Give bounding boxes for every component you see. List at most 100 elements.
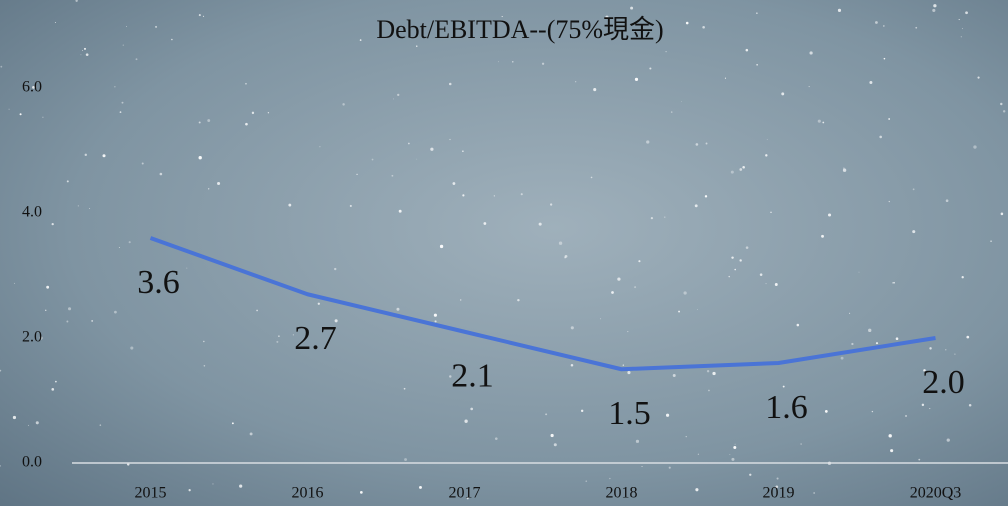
star	[404, 458, 407, 461]
star	[85, 154, 87, 156]
star	[460, 299, 461, 300]
star	[136, 58, 138, 60]
star	[912, 230, 915, 233]
x-tick-label: 2017	[449, 485, 481, 502]
star	[739, 259, 741, 261]
star	[884, 58, 886, 60]
star	[55, 381, 57, 383]
star	[212, 483, 213, 484]
star	[542, 63, 544, 65]
star	[67, 180, 69, 182]
star	[706, 143, 708, 145]
star	[664, 217, 665, 218]
star	[551, 434, 554, 437]
star	[494, 195, 495, 196]
star	[809, 86, 810, 87]
star	[905, 415, 907, 417]
star	[189, 489, 191, 491]
star	[203, 16, 204, 17]
star	[810, 51, 813, 54]
star	[408, 143, 410, 145]
star	[559, 242, 562, 245]
star	[933, 4, 936, 7]
background	[0, 0, 1008, 506]
star	[673, 374, 676, 377]
star	[1001, 213, 1004, 216]
star	[947, 438, 950, 441]
star	[797, 324, 800, 327]
star	[45, 310, 46, 311]
star	[630, 7, 633, 10]
star	[114, 311, 117, 314]
star	[966, 336, 969, 339]
star	[922, 404, 924, 406]
star	[695, 204, 698, 207]
star	[416, 159, 417, 160]
star	[733, 446, 736, 449]
star	[1000, 103, 1002, 105]
star	[119, 247, 120, 248]
star	[495, 437, 498, 440]
star	[419, 486, 422, 489]
star	[9, 109, 10, 110]
data-label: 3.6	[137, 264, 180, 301]
star	[888, 118, 890, 120]
star	[705, 195, 707, 197]
star	[372, 159, 374, 161]
chart-title: Debt/EBITDA--(75%現金)	[376, 15, 663, 44]
star	[80, 54, 81, 55]
star	[100, 424, 102, 426]
star	[890, 449, 893, 452]
star	[783, 386, 785, 388]
star	[929, 347, 931, 349]
star	[872, 411, 873, 412]
star	[416, 46, 417, 47]
star	[42, 117, 43, 118]
star	[731, 458, 734, 461]
star	[814, 492, 815, 493]
star	[571, 326, 574, 329]
star	[360, 491, 363, 494]
star	[155, 26, 157, 28]
star	[646, 140, 649, 143]
star	[14, 283, 15, 284]
star	[893, 282, 895, 284]
star	[843, 168, 844, 169]
star	[89, 208, 90, 209]
star	[929, 408, 930, 409]
y-tick-label: 0.0	[22, 454, 42, 471]
star	[318, 303, 320, 305]
star	[962, 276, 964, 278]
star	[288, 204, 291, 207]
star	[245, 83, 247, 85]
star	[696, 143, 699, 146]
star	[883, 25, 884, 26]
star	[913, 188, 915, 190]
star	[756, 64, 758, 66]
star	[666, 414, 669, 417]
star	[686, 436, 687, 437]
x-tick-label: 2020Q3	[910, 485, 962, 502]
star	[278, 335, 279, 336]
star	[686, 22, 689, 25]
star	[360, 39, 362, 41]
x-tick-label: 2019	[763, 485, 795, 502]
star	[728, 276, 729, 277]
star	[945, 349, 946, 350]
star	[735, 444, 736, 445]
star	[669, 467, 671, 469]
star	[977, 77, 979, 79]
x-tick-label: 2015	[135, 485, 167, 502]
star	[742, 166, 745, 169]
star	[208, 188, 209, 189]
star	[731, 171, 734, 174]
star	[86, 53, 89, 56]
star	[207, 119, 210, 122]
star	[204, 365, 206, 367]
star	[746, 246, 749, 249]
star	[517, 299, 519, 301]
star	[434, 314, 437, 317]
star	[859, 272, 860, 273]
star	[186, 268, 187, 269]
star	[550, 203, 552, 205]
